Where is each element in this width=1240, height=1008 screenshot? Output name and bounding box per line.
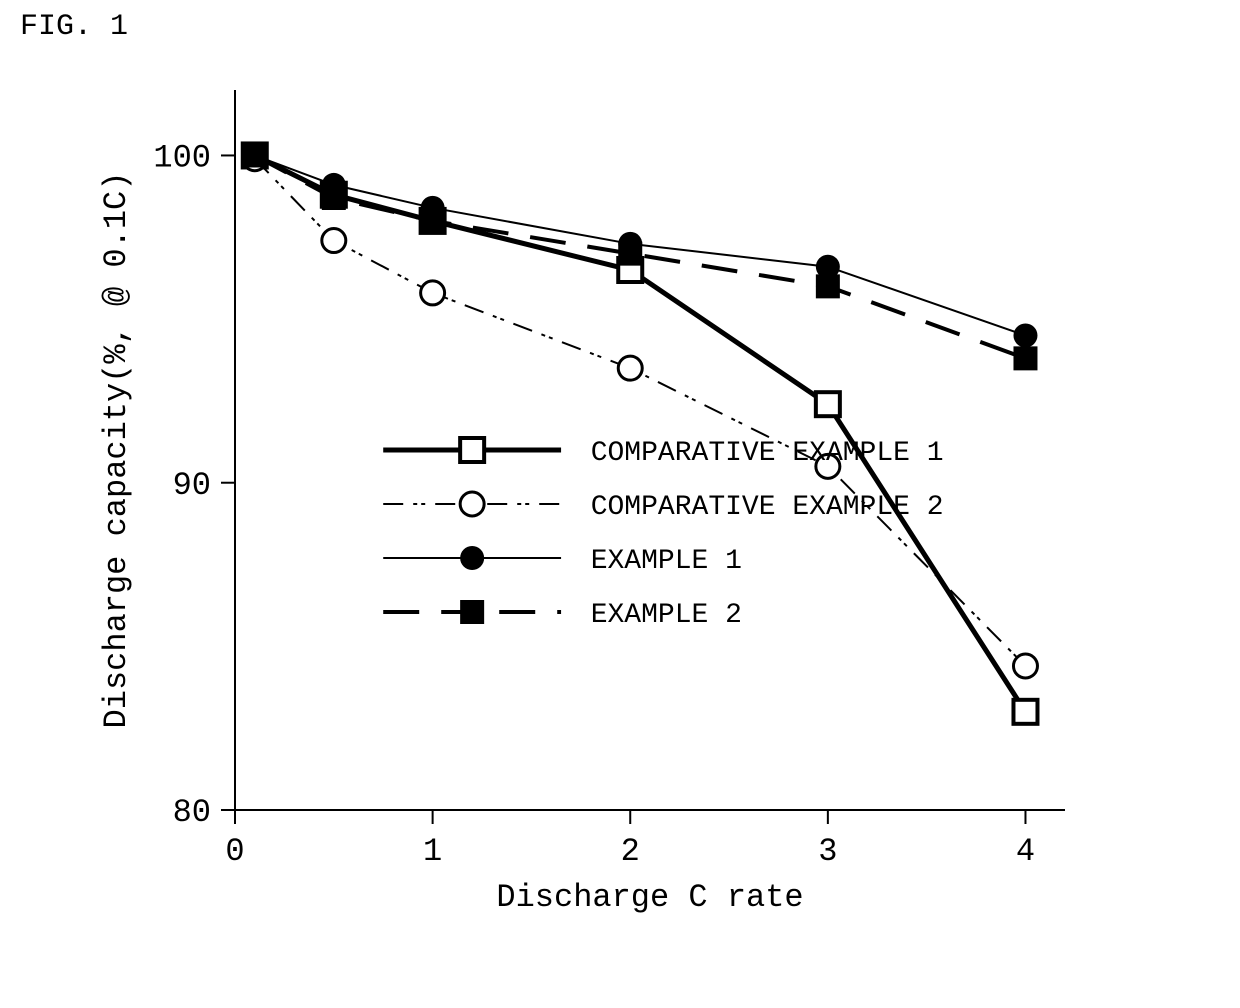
series-marker (421, 281, 445, 305)
series-line (255, 159, 1026, 666)
y-tick-label: 80 (173, 794, 211, 831)
y-axis-label: Discharge capacity(%, @ 0.1C) (98, 172, 135, 729)
series-marker (618, 356, 642, 380)
legend-label: COMPARATIVE EXAMPLE 1 (591, 438, 944, 469)
y-tick-label: 100 (153, 140, 211, 177)
series-marker (1013, 346, 1037, 370)
series-marker (460, 600, 484, 624)
x-tick-label: 1 (423, 833, 442, 870)
legend-label: EXAMPLE 1 (591, 546, 742, 577)
series-marker (1013, 323, 1037, 347)
series-marker (460, 492, 484, 516)
series-marker (322, 229, 346, 253)
series-marker (1013, 700, 1037, 724)
legend-label: COMPARATIVE EXAMPLE 2 (591, 492, 944, 523)
x-tick-label: 4 (1016, 833, 1035, 870)
series-marker (618, 242, 642, 266)
x-tick-label: 3 (818, 833, 837, 870)
series-marker (243, 143, 267, 167)
series-marker (816, 274, 840, 298)
series-marker (816, 392, 840, 416)
x-tick-label: 2 (621, 833, 640, 870)
series-marker (460, 546, 484, 570)
figure-label: FIG. 1 (20, 10, 128, 44)
legend-label: EXAMPLE 2 (591, 600, 742, 631)
y-tick-label: 90 (173, 467, 211, 504)
series-marker (460, 438, 484, 462)
chart: 0 1 2 3 4 80 90 100 Discharge C rate Discharge ca… (0, 0, 1240, 1008)
series-marker (421, 209, 445, 233)
x-axis-label: Discharge C rate (496, 879, 803, 916)
x-tick-label: 0 (225, 833, 244, 870)
series-marker (322, 186, 346, 210)
series-marker (1013, 654, 1037, 678)
